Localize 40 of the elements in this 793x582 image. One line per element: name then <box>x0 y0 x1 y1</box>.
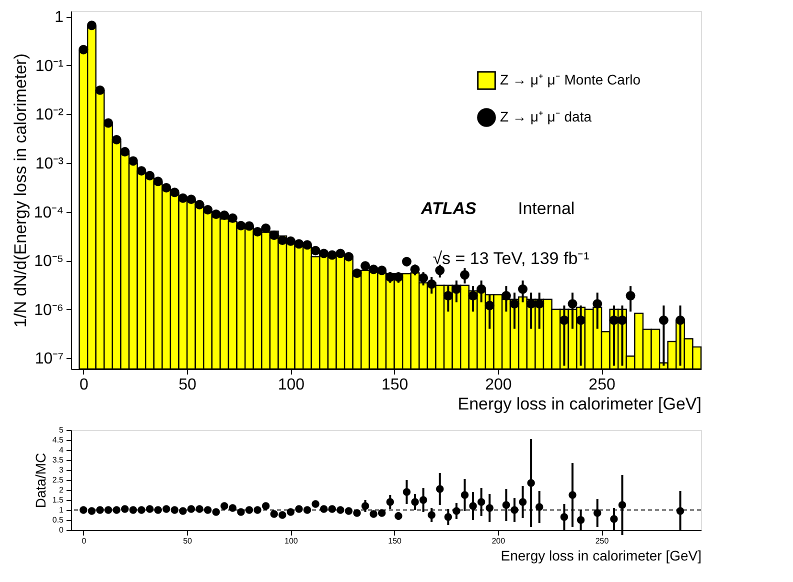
y-tick-label: 10⁻² <box>35 106 64 124</box>
legend-label: Z → μ⁺ μ⁻ data <box>500 108 592 124</box>
y-tick-label: 1 <box>54 9 64 26</box>
legend-label: Z → μ⁺ μ⁻ Monte Carlo <box>500 72 641 88</box>
x-tick-label: 0 <box>79 376 88 394</box>
annotation: ATLAS <box>420 199 478 218</box>
x-axis-title: Energy loss in calorimeter [GeV] <box>500 548 702 564</box>
y-tick-label: 10⁻¹ <box>35 58 64 75</box>
y-tick-label: 5 <box>59 426 64 434</box>
x-tick-label: 250 <box>588 376 616 394</box>
y-tick-label: 3.5 <box>52 456 64 464</box>
y-tick-label: 3 <box>59 466 64 474</box>
y-tick-label: 0.5 <box>52 516 64 524</box>
x-tick-label: 100 <box>284 536 298 546</box>
x-tick-label: 150 <box>381 376 408 394</box>
y-tick-label: 0 <box>59 526 64 534</box>
y-axis-title: Data/MC <box>32 452 48 508</box>
y-tick-label: 4 <box>59 446 64 454</box>
y-tick-label: 1.5 <box>52 496 64 504</box>
x-tick-label: 250 <box>595 536 610 546</box>
y-tick-label: 10⁻⁴ <box>34 204 64 222</box>
x-tick-label: 50 <box>178 376 197 394</box>
annotation: √s = 13 TeV, 139 fb⁻¹ <box>432 249 590 268</box>
y-tick-label: 10⁻⁵ <box>34 253 64 270</box>
x-axis-title: Energy loss in calorimeter [GeV] <box>458 394 702 414</box>
x-tick-label: 100 <box>278 376 305 394</box>
x-tick-label: 150 <box>388 536 402 546</box>
x-tick-label: 50 <box>183 536 193 546</box>
y-tick-label: 10⁻⁷ <box>34 350 64 368</box>
y-axis-title: 1/N dN/d(Energy loss in calorimeter) <box>10 54 30 328</box>
y-tick-label: 1 <box>59 506 64 514</box>
y-tick-label: 2.5 <box>52 476 64 484</box>
annotation: Internal <box>518 199 575 218</box>
y-tick-label: 2 <box>59 486 64 494</box>
x-tick-label: 200 <box>492 536 506 546</box>
y-tick-label: 10⁻³ <box>35 155 64 172</box>
x-tick-label: 0 <box>82 536 87 546</box>
y-tick-label: 4.5 <box>52 436 64 444</box>
y-tick-label: 10⁻⁶ <box>34 302 64 319</box>
x-tick-label: 200 <box>485 376 512 394</box>
